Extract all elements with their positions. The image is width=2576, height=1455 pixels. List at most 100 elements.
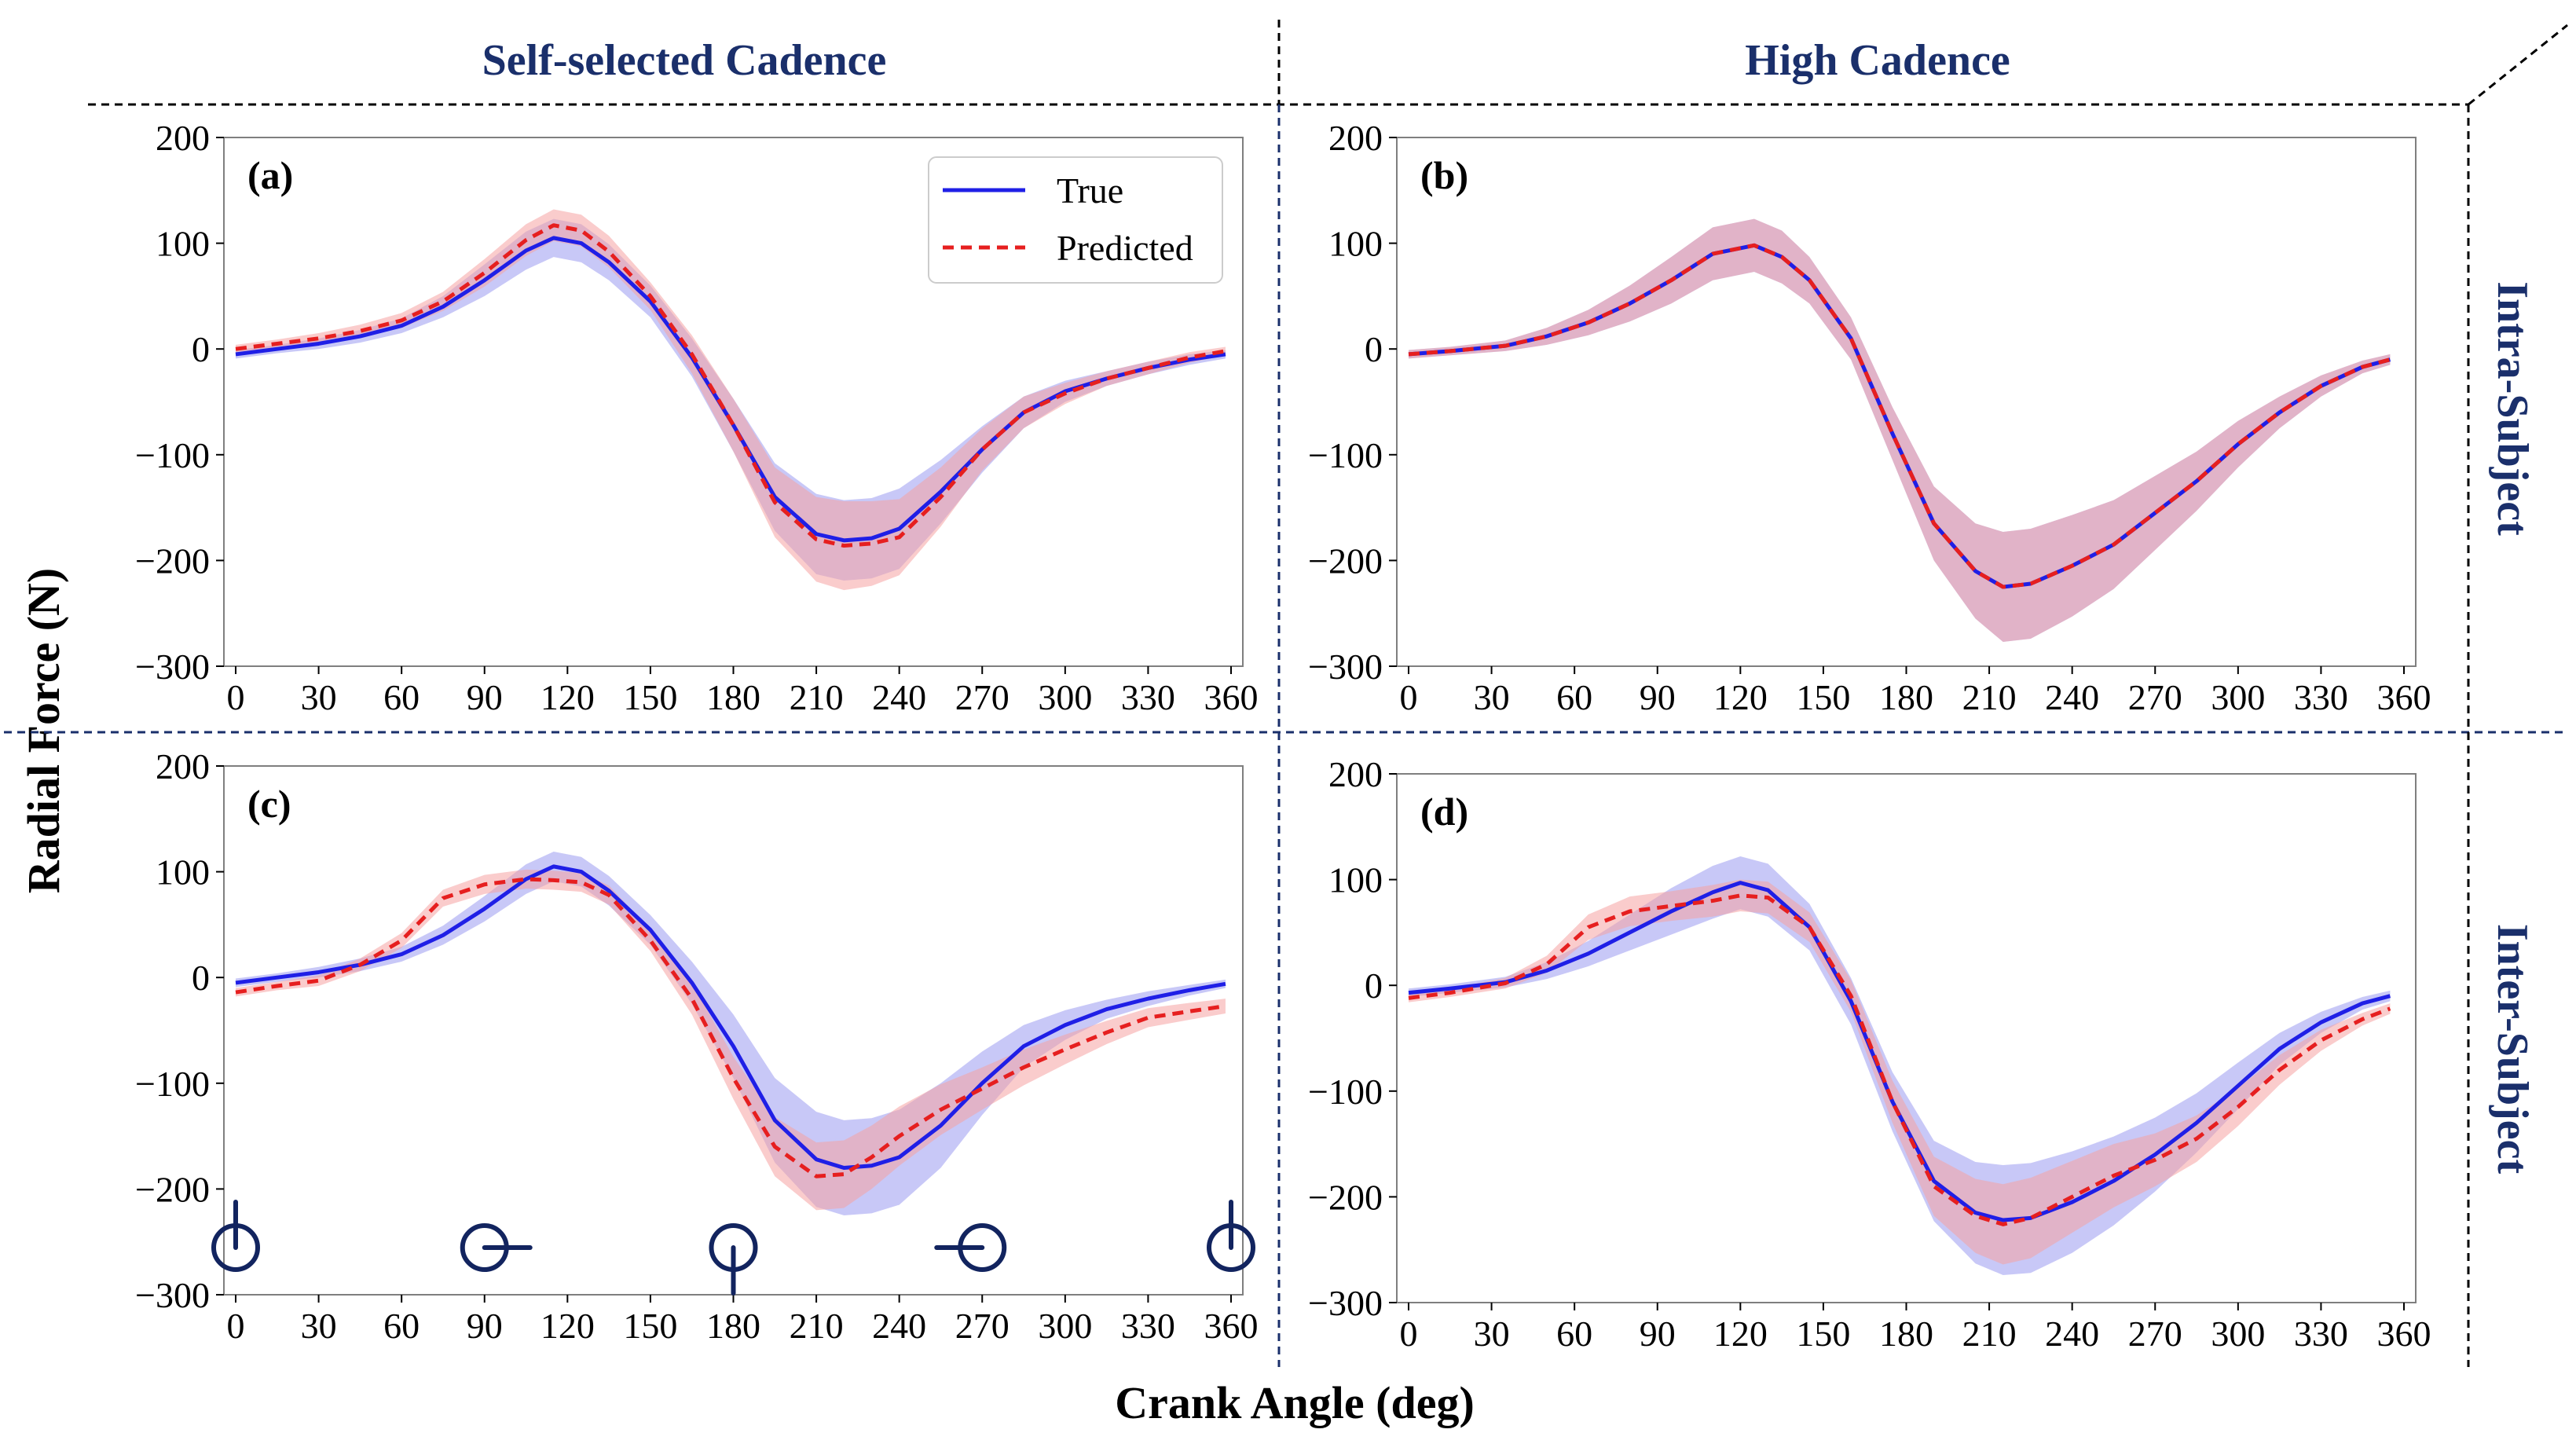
x-tick-label: 300 [2211,1314,2265,1354]
x-tick-label: 120 [1713,1314,1768,1354]
y-tick-label: 0 [1365,966,1383,1006]
x-tick-label: 0 [1400,1314,1418,1354]
panel-label: (b) [1420,153,1468,197]
true-std-band [236,852,1226,1216]
plot-frame [1396,137,2417,667]
x-axis-label: Crank Angle (deg) [1115,1377,1475,1428]
x-tick-label: 30 [1474,677,1510,717]
x-tick-label: 210 [790,1306,844,1346]
column-header-high-cadence: High Cadence [1745,36,2010,85]
x-tick-label: 270 [955,1306,1010,1346]
x-tick-label: 180 [706,677,760,717]
x-tick-label: 360 [1204,677,1259,717]
x-tick-label: 150 [623,1306,677,1346]
y-tick-label: 100 [156,224,210,264]
column-header-self-selected: Self-selected Cadence [482,36,887,85]
y-tick-label: −100 [1308,1072,1383,1112]
x-tick-label: 300 [2211,677,2265,717]
x-tick-label: 90 [467,1306,503,1346]
x-tick-label: 180 [706,1306,760,1346]
y-tick-label: −100 [135,1064,210,1104]
x-tick-label: 90 [467,677,503,717]
y-tick-label: 0 [192,329,210,369]
x-tick-label: 180 [1879,1314,1933,1354]
x-tick-label: 240 [872,1306,926,1346]
predicted-std-band [1409,879,2391,1265]
x-tick-label: 60 [383,1306,420,1346]
x-tick-label: 30 [301,1306,337,1346]
x-tick-label: 270 [955,677,1010,717]
y-tick-label: 200 [156,118,210,158]
y-tick-label: −200 [1308,541,1383,581]
legend-true-label: True [1057,170,1123,211]
x-tick-label: 330 [2294,677,2348,717]
plot-frame [1396,773,2417,1303]
y-tick-label: 100 [156,852,210,892]
y-axis-label: Radial Force (N) [18,568,69,894]
x-tick-label: 0 [227,1306,245,1346]
x-tick-label: 90 [1640,677,1676,717]
x-tick-label: 330 [1121,677,1175,717]
x-tick-label: 360 [1204,1306,1259,1346]
y-tick-label: 100 [1328,224,1383,264]
x-tick-label: 120 [540,677,595,717]
x-tick-label: 150 [623,677,677,717]
predicted-series-line [1408,243,2391,589]
legend: True Predicted [928,156,1223,284]
x-tick-label: 360 [2377,677,2431,717]
y-tick-label: −100 [135,435,210,475]
x-tick-label: 210 [1962,1314,2017,1354]
x-tick-label: 240 [2045,677,2099,717]
legend-predicted-label: Predicted [1057,228,1193,268]
y-tick-label: 0 [192,958,210,998]
x-tick-label: 120 [1713,677,1768,717]
x-tick-label: 150 [1796,1314,1850,1354]
y-tick-label: −300 [1308,1283,1383,1323]
panel-d: 0 30 60 90 120 150 180 210 240 270 300 330 360 200 100… [1308,754,2431,1354]
y-tick-label: 200 [1328,118,1383,158]
y-tick-label: 200 [1328,754,1383,794]
panel-label: (c) [247,782,291,826]
x-tick-label: 30 [301,677,337,717]
y-tick-label: −200 [1308,1177,1383,1217]
x-tick-label: 240 [872,677,926,717]
y-tick-label: −300 [1308,647,1383,687]
x-tick-label: 120 [540,1306,595,1346]
y-tick-label: 0 [1365,329,1383,369]
panel-c: 0 30 60 90 120 150 180 210 240 270 300 330 360 200 100… [135,746,1258,1346]
predicted-std-band [236,209,1226,591]
predicted-series-line [1408,893,2391,1226]
y-tick-label: −100 [1308,435,1383,475]
x-tick-label: 30 [1474,1314,1510,1354]
x-tick-label: 210 [1962,677,2017,717]
panel-label: (a) [247,153,293,197]
y-tick-label: 100 [1328,860,1383,900]
x-tick-label: 60 [383,677,420,717]
x-tick-label: 90 [1640,1314,1676,1354]
x-tick-label: 0 [227,677,245,717]
row-header-intra-subject: Intra-Subject [2488,281,2537,536]
x-tick-label: 240 [2045,1314,2099,1354]
header-divider-diagonal [2468,24,2568,106]
x-tick-label: 210 [790,677,844,717]
true-series-line [235,236,1226,543]
row-header-inter-subject: Inter-Subject [2488,924,2537,1175]
x-tick-label: 270 [2128,677,2182,717]
x-tick-label: 60 [1556,677,1592,717]
x-tick-label: 330 [2294,1314,2348,1354]
predicted-std-band [1409,218,2391,643]
y-tick-label: −200 [135,541,210,581]
y-tick-label: −300 [135,647,210,687]
x-tick-label: 0 [1400,677,1418,717]
y-tick-label: 200 [156,746,210,786]
x-tick-label: 360 [2377,1314,2431,1354]
panel-b: 0 30 60 90 120 150 180 210 240 270 300 330 360 200 100… [1308,118,2431,717]
x-tick-label: 180 [1879,677,1933,717]
y-tick-label: −200 [135,1169,210,1209]
x-tick-label: 150 [1796,677,1850,717]
x-tick-label: 270 [2128,1314,2182,1354]
y-tick-label: −300 [135,1275,210,1315]
x-tick-label: 330 [1121,1306,1175,1346]
x-tick-label: 60 [1556,1314,1592,1354]
